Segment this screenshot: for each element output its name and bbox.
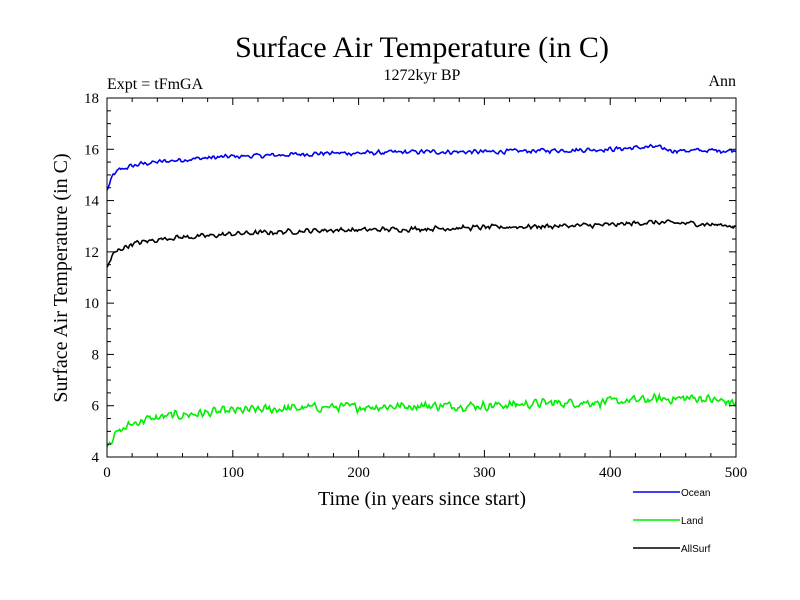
- plot-frame: [106, 97, 737, 458]
- experiment-label: Expt = tFmGA: [107, 76, 204, 93]
- series-line-land: [106, 391, 737, 448]
- series-layer: [106, 143, 737, 448]
- y-tick-label: 12: [84, 245, 99, 261]
- y-tick-label: 4: [92, 450, 100, 466]
- y-tick-label: 14: [84, 194, 100, 210]
- series-line-ocean: [106, 143, 737, 191]
- chart-title: Surface Air Temperature (in C): [235, 31, 609, 64]
- legend-label-ocean: Ocean: [681, 488, 710, 499]
- legend: Ocean Land AllSurf: [633, 488, 711, 555]
- y-tick-label: 8: [92, 347, 100, 363]
- legend-label-land: Land: [681, 516, 703, 527]
- x-tick-label: 400: [599, 465, 622, 481]
- chart-subtitle: 1272kyr BP: [384, 67, 461, 84]
- x-tick-label: 100: [222, 465, 245, 481]
- x-tick-label: 200: [347, 465, 370, 481]
- y-tick-label: 18: [84, 91, 99, 107]
- legend-label-allsurf: AllSurf: [681, 544, 711, 555]
- x-axis-label: Time (in years since start): [318, 488, 526, 510]
- y-tick-label: 6: [92, 399, 100, 415]
- season-label: Ann: [708, 73, 736, 90]
- series-line-allsurf: [106, 219, 737, 268]
- tick-layer: 0 100 200 300 400 500 4 6 8 10 12 14 16 18: [84, 91, 747, 481]
- y-axis-label: Surface Air Temperature (in C): [50, 153, 72, 402]
- x-tick-label: 0: [103, 465, 111, 481]
- y-tick-label: 10: [84, 296, 99, 312]
- y-tick-label: 16: [84, 142, 100, 158]
- x-tick-label: 300: [473, 465, 496, 481]
- x-tick-label: 500: [725, 465, 748, 481]
